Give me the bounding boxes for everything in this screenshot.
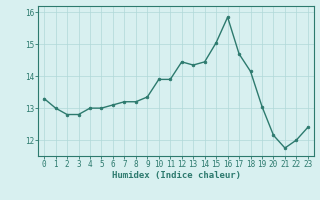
X-axis label: Humidex (Indice chaleur): Humidex (Indice chaleur) <box>111 171 241 180</box>
